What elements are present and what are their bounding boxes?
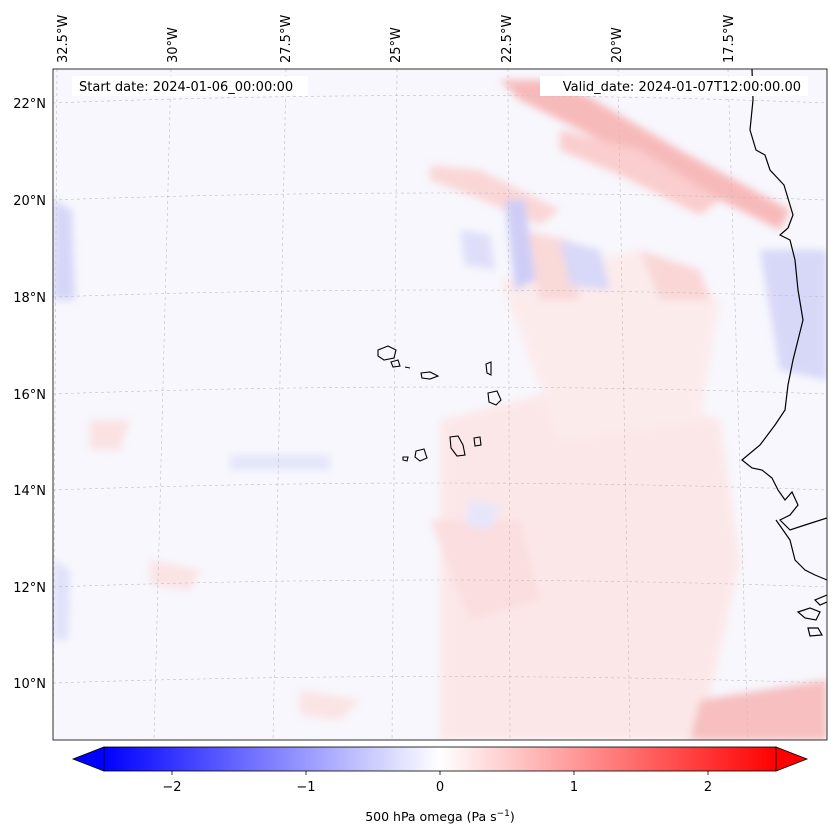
lat-label: 12°N: [13, 581, 46, 596]
lon-label: 32.5°W: [56, 15, 71, 63]
lon-label: 25°W: [389, 27, 404, 63]
lon-label: 17.5°W: [722, 15, 737, 63]
valid-date-box: [540, 76, 808, 96]
lat-label: 16°N: [13, 388, 46, 403]
lat-label: 10°N: [13, 677, 46, 692]
lon-label: 30°W: [166, 27, 181, 63]
lon-label: 27.5°W: [279, 15, 294, 63]
colorbar-tick: 2: [704, 780, 712, 795]
colorbar-tick: 1: [570, 780, 578, 795]
colorbar: −2 −1 0 1 2 500 hPa omega (Pa s−1): [71, 746, 809, 824]
gridlines: [53, 69, 827, 740]
start-date-label: Start date: 2024-01-06_00:00:00: [79, 80, 293, 95]
coastline: [741, 69, 827, 637]
island-outlines: [377, 345, 502, 462]
longitude-labels: 32.5°W 30°W 27.5°W 25°W 22.5°W 20°W 17.5…: [56, 15, 737, 63]
colorbar-label: 500 hPa omega (Pa s−1): [365, 809, 515, 824]
omega-field: [53, 69, 827, 740]
lat-label: 14°N: [13, 484, 46, 499]
map-panel: Start date: 2024-01-06_00:00:00 Valid_da…: [52, 68, 828, 741]
colorbar-tick: 0: [436, 780, 444, 795]
lat-label: 22°N: [13, 97, 46, 112]
map-frame: [52, 68, 828, 741]
lon-label: 22.5°W: [500, 15, 515, 63]
colorbar-extend-high: [775, 746, 809, 772]
colorbar-tick: −2: [162, 780, 181, 795]
colorbar-gradient: [103, 746, 777, 772]
latitude-labels: 22°N 20°N 18°N 16°N 14°N 12°N 10°N: [13, 97, 46, 692]
start-date-box: [72, 76, 308, 96]
lon-label: 20°W: [610, 27, 625, 63]
colorbar-extend-low: [71, 746, 105, 772]
valid-date-label: Valid_date: 2024-01-07T12:00:00.00: [563, 80, 801, 95]
lat-label: 20°N: [13, 194, 46, 209]
lat-label: 18°N: [13, 291, 46, 306]
colorbar-tick: −1: [296, 780, 315, 795]
